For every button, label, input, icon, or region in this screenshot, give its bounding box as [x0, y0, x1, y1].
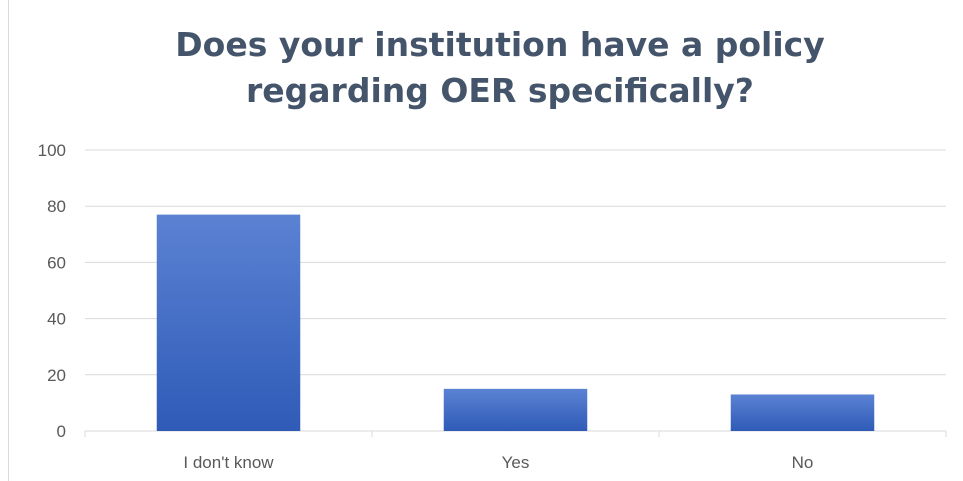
- bar: [730, 394, 875, 431]
- y-tick-label: 20: [47, 366, 66, 385]
- x-tick-label: No: [792, 453, 814, 472]
- x-tick-label: I don't know: [183, 453, 274, 472]
- x-tick-label: Yes: [502, 453, 530, 472]
- y-tick-label: 60: [47, 253, 66, 272]
- y-tick-label: 40: [47, 310, 66, 329]
- bar: [443, 388, 588, 431]
- chart-title-line-2: regarding OER specifically?: [246, 71, 754, 110]
- chart-title: Does your institution have a policy rega…: [60, 22, 940, 114]
- chart-border: [8, 0, 9, 481]
- y-tick-label: 0: [57, 422, 66, 441]
- chart-title-line-1: Does your institution have a policy: [175, 25, 825, 64]
- y-tick-label: 80: [47, 197, 66, 216]
- bar: [156, 214, 301, 431]
- y-tick-label: 100: [38, 141, 66, 160]
